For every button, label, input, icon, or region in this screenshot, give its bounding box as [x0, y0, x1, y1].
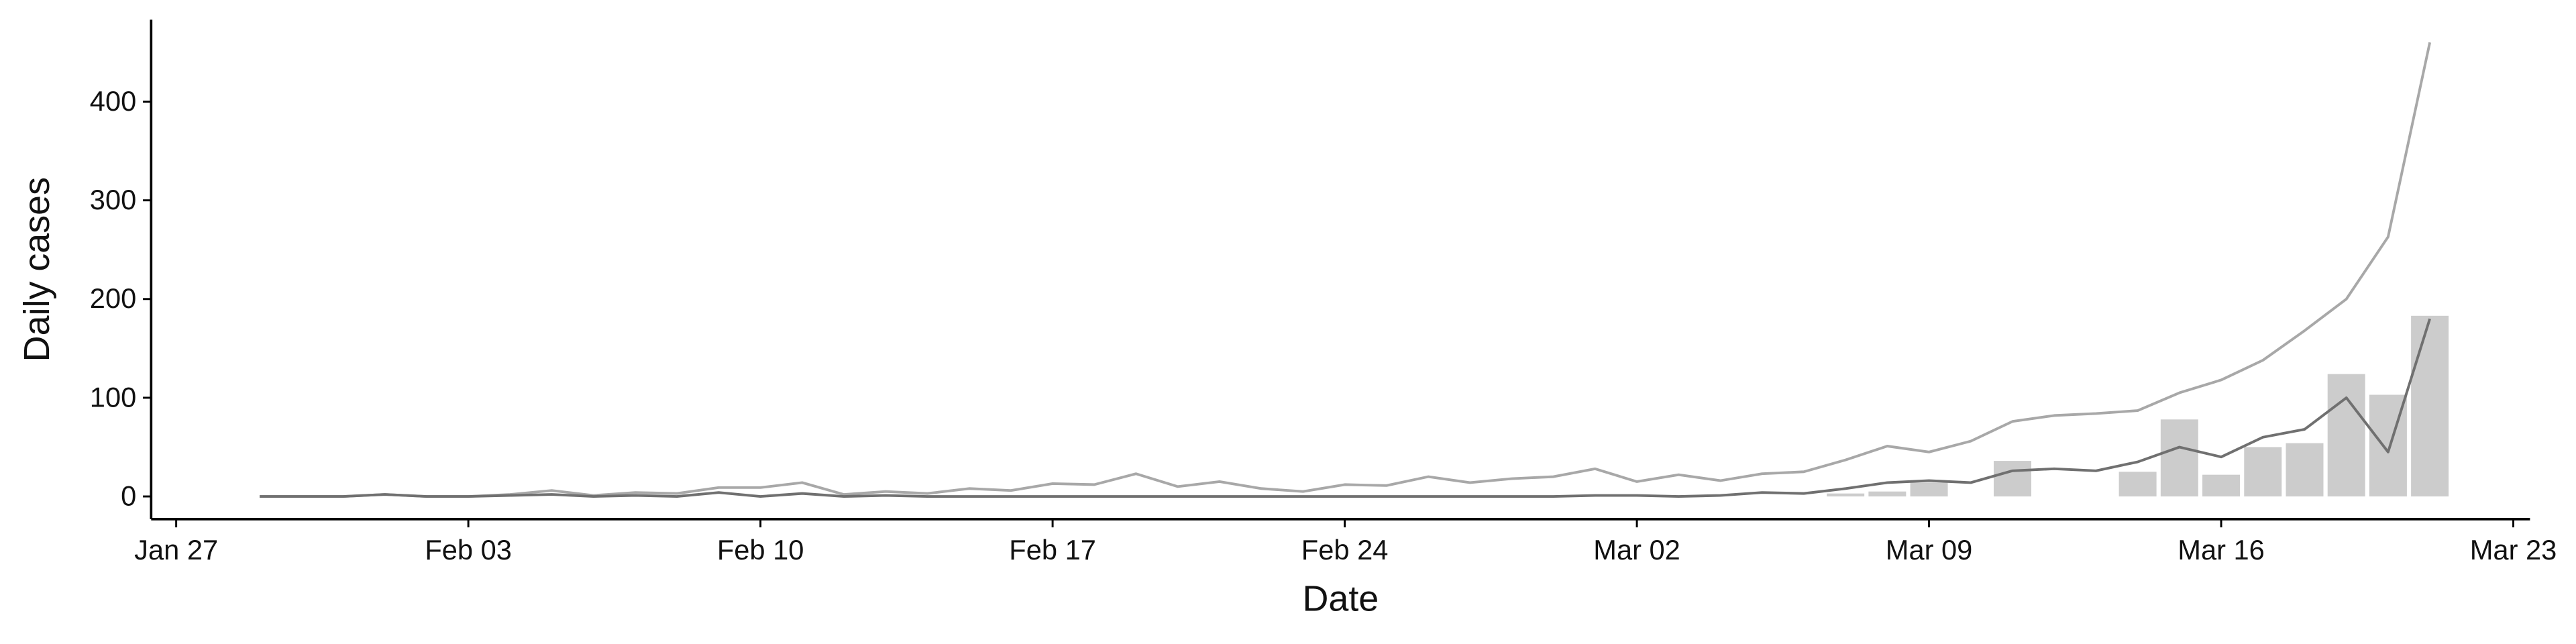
bar	[2286, 443, 2324, 497]
y-tick-label: 100	[90, 381, 136, 413]
bar	[2327, 374, 2365, 497]
bar	[2118, 472, 2157, 497]
bar	[2202, 474, 2241, 497]
bar	[2160, 419, 2198, 497]
x-tick-label: Mar 16	[2178, 534, 2265, 566]
x-tick-label: Mar 02	[1593, 534, 1680, 566]
y-tick-label: 300	[90, 184, 136, 215]
x-tick-label: Feb 24	[1301, 534, 1389, 566]
bar	[2411, 315, 2449, 497]
bar	[1868, 491, 1907, 497]
bar	[1993, 461, 2031, 497]
bar	[2244, 447, 2282, 497]
bar	[1827, 493, 1865, 497]
line	[260, 318, 2431, 498]
x-tick-label: Mar 09	[1886, 534, 1973, 566]
line	[260, 42, 2432, 498]
x-axis-title: Date	[1302, 579, 1379, 619]
x-tick-label: Mar 23	[2470, 534, 2557, 566]
bar	[1910, 482, 1948, 497]
y-tick-label: 0	[121, 480, 136, 511]
y-tick-label: 400	[90, 85, 136, 117]
y-axis-title: Daily cases	[17, 177, 57, 362]
y-tick-label: 200	[90, 282, 136, 314]
x-tick-label: Feb 03	[425, 534, 512, 566]
x-tick-label: Jan 27	[134, 534, 218, 566]
x-tick-label: Feb 10	[717, 534, 804, 566]
x-tick-label: Feb 17	[1009, 534, 1096, 566]
